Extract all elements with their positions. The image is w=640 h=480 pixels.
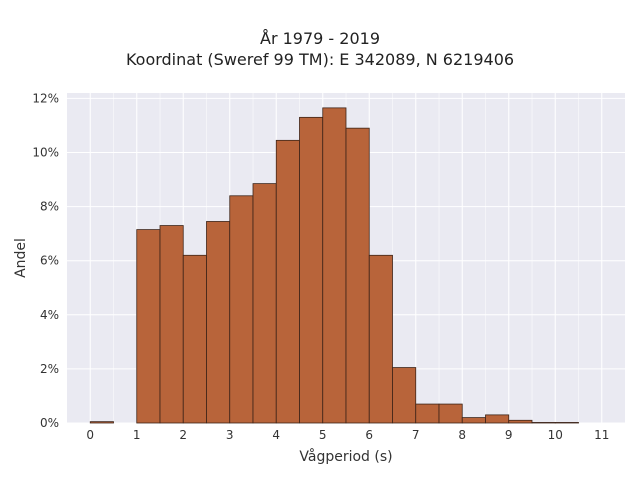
x-tick-label: 8 [458, 428, 466, 442]
histogram-bar [322, 107, 347, 424]
x-tick-label: 0 [86, 428, 94, 442]
histogram-bar [531, 422, 556, 424]
x-tick-label: 5 [319, 428, 327, 442]
histogram-bar [299, 116, 324, 424]
histogram-bar [252, 183, 277, 424]
x-tick-label: 10 [548, 428, 563, 442]
x-tick-label: 4 [272, 428, 280, 442]
y-tick-label: 0% [40, 416, 59, 430]
histogram-bar [508, 419, 533, 424]
x-axis-label: Vågperiod (s) [299, 448, 392, 465]
x-tick-label: 11 [594, 428, 609, 442]
y-axis-label: Andel [13, 238, 29, 278]
histogram-bar [415, 403, 440, 424]
histogram-bar [275, 139, 300, 424]
histogram-bar [136, 229, 161, 424]
histogram-bar [182, 254, 207, 424]
histogram-bar [206, 221, 231, 424]
x-tick-label: 9 [505, 428, 513, 442]
x-tick-label: 1 [133, 428, 141, 442]
x-tick-label: 3 [226, 428, 234, 442]
histogram-bar [159, 225, 184, 424]
histogram-bar [89, 421, 114, 424]
histogram-bar [554, 422, 579, 424]
x-tick-label: 2 [179, 428, 187, 442]
histogram-bar [461, 417, 486, 424]
histogram-bar [485, 414, 510, 424]
chart-title-line-1: År 1979 - 2019 [260, 29, 380, 48]
histogram-bar [438, 403, 463, 424]
histogram-bar [392, 367, 417, 424]
histogram-bar [345, 127, 370, 424]
y-tick-label: 8% [40, 200, 59, 214]
histogram-bar [368, 254, 393, 424]
y-tick-label: 4% [40, 308, 59, 322]
x-tick-label: 7 [412, 428, 420, 442]
y-tick-label: 12% [32, 91, 59, 105]
y-tick-label: 10% [32, 146, 59, 160]
histogram-bar [229, 195, 254, 424]
x-tick-label: 6 [365, 428, 373, 442]
chart-title-line-2: Koordinat (Sweref 99 TM): E 342089, N 62… [125, 50, 515, 69]
y-tick-label: 6% [40, 254, 59, 268]
y-tick-label: 2% [40, 362, 59, 376]
